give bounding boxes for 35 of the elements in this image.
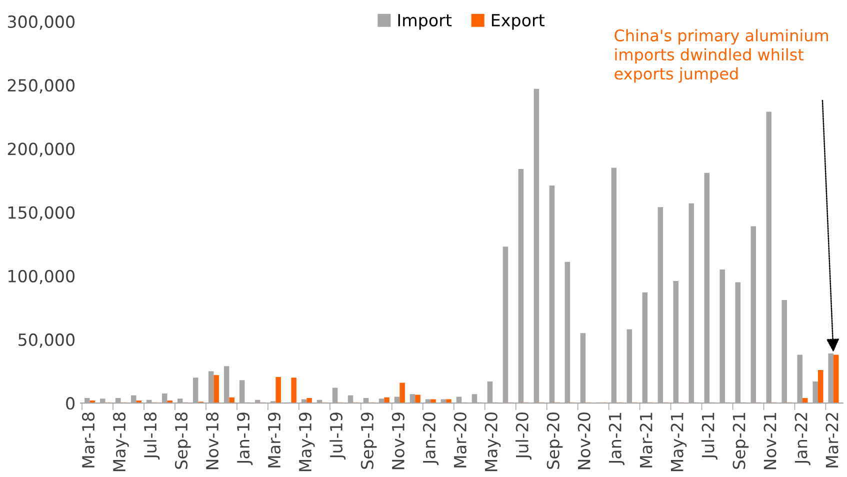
x-tick-label: Jul-21 bbox=[701, 412, 718, 460]
y-tick-label: 100,000 bbox=[8, 270, 74, 284]
y-tick-label: 200,000 bbox=[8, 142, 74, 157]
x-tick-label: Mar-19 bbox=[268, 412, 281, 468]
legend-label: Export bbox=[492, 14, 544, 30]
x-tick-label: Jan-21 bbox=[608, 412, 624, 466]
x-tick-label: Sep-18 bbox=[174, 412, 191, 469]
x-tick-label: May-21 bbox=[670, 412, 687, 472]
x-tick-label: Jul-18 bbox=[144, 412, 160, 460]
y-tick-label: 50,000 bbox=[18, 333, 74, 348]
x-tick-label: Mar-20 bbox=[454, 412, 466, 468]
x-tick-label: Sep-19 bbox=[360, 412, 377, 469]
y-tick-label: 0 bbox=[66, 397, 74, 410]
x-tick-label: Jan-19 bbox=[236, 412, 253, 466]
y-tick-label: 150,000 bbox=[8, 206, 74, 221]
x-tick-label: Jul-19 bbox=[330, 412, 346, 460]
x-tick-label: Jan-22 bbox=[794, 413, 810, 466]
x-tick-label: Sep-21 bbox=[732, 412, 749, 469]
x-tick-label: Jul-20 bbox=[516, 412, 532, 460]
x-tick-label: Nov-20 bbox=[578, 412, 590, 470]
x-tick-label: Mar-22 bbox=[826, 413, 838, 468]
x-tick-label: May-20 bbox=[484, 412, 501, 472]
x-tick-label: Jan-20 bbox=[422, 412, 439, 466]
y-tick-label: 300,000 bbox=[8, 15, 74, 30]
y-tick-label: 250,000 bbox=[8, 79, 74, 94]
x-tick-label: Nov-18 bbox=[206, 412, 219, 470]
x-tick-label: Mar-18 bbox=[82, 412, 95, 468]
x-tick-label: Nov-19 bbox=[392, 412, 404, 470]
x-tick-label: May-18 bbox=[112, 412, 129, 472]
x-tick-label: May-19 bbox=[298, 412, 315, 472]
x-tick-label: Sep-20 bbox=[546, 412, 563, 469]
x-tick-label: Mar-21 bbox=[640, 412, 652, 468]
legend-label: Import bbox=[398, 14, 452, 30]
annotation: China's primary aluminium imports dwindled whilst exports jumped bbox=[614, 29, 828, 83]
x-tick-label: Nov-21 bbox=[764, 412, 776, 470]
